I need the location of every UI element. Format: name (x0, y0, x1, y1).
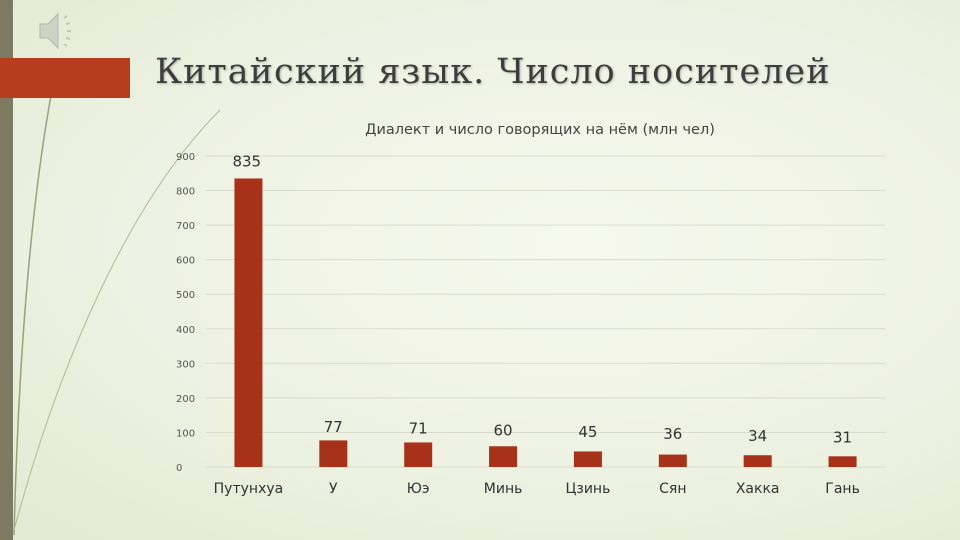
chart-title: Диалект и число говорящих на нём (млн че… (365, 122, 715, 138)
y-tick-label: 700 (176, 221, 195, 232)
x-category-label: Путунхуа (214, 481, 284, 497)
data-label: 45 (578, 423, 597, 441)
bar (404, 442, 433, 467)
y-tick-label: 300 (176, 359, 195, 370)
data-label: 34 (748, 427, 767, 445)
x-category-label: Хакка (736, 481, 780, 497)
x-category-label: Цзинь (566, 481, 611, 497)
x-category-label: Гань (825, 481, 860, 497)
data-label: 36 (663, 425, 682, 443)
bar (743, 455, 772, 467)
y-tick-label: 900 (176, 152, 195, 163)
bar (828, 456, 857, 467)
page-title: Китайский язык. Число носителей (155, 52, 831, 92)
y-tick-label: 600 (176, 256, 195, 267)
y-tick-label: 800 (176, 187, 195, 198)
y-tick-label: 0 (176, 463, 182, 474)
y-tick-label: 200 (176, 394, 195, 405)
title-accent-bar (0, 58, 130, 98)
bar (319, 440, 348, 467)
x-category-label: У (329, 481, 338, 497)
left-accent-strip (0, 0, 13, 540)
y-tick-label: 500 (176, 290, 195, 301)
bar (658, 454, 687, 467)
bar (234, 178, 263, 467)
data-label: 71 (409, 420, 428, 438)
x-category-label: Юэ (407, 481, 430, 497)
data-label: 60 (494, 421, 513, 439)
x-category-label: Минь (484, 481, 523, 497)
y-tick-label: 400 (176, 325, 195, 336)
bar (489, 446, 518, 467)
data-label: 835 (232, 152, 261, 170)
data-label: 31 (833, 429, 852, 447)
data-label: 77 (324, 418, 343, 436)
y-tick-label: 100 (176, 428, 195, 439)
bar (573, 451, 602, 467)
speaker-icon[interactable] (36, 8, 84, 58)
x-category-label: Сян (659, 481, 686, 497)
